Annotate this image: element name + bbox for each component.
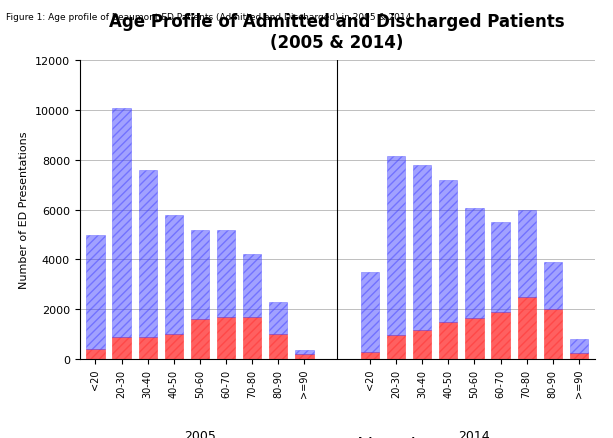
Bar xyxy=(439,180,457,322)
Bar xyxy=(112,109,131,337)
Bar xyxy=(413,331,432,359)
Bar xyxy=(269,334,287,359)
Bar xyxy=(492,223,509,312)
Bar xyxy=(295,350,314,354)
Bar xyxy=(217,230,235,317)
Bar xyxy=(86,349,105,359)
Bar xyxy=(569,339,588,353)
Text: 2005: 2005 xyxy=(184,429,216,438)
Bar xyxy=(387,157,405,336)
Bar xyxy=(243,255,261,317)
Bar xyxy=(165,215,183,334)
Bar xyxy=(217,317,235,359)
Bar xyxy=(243,317,261,359)
Bar xyxy=(269,302,287,334)
Y-axis label: Number of ED Presentations: Number of ED Presentations xyxy=(19,132,29,289)
Bar xyxy=(387,336,405,359)
Bar xyxy=(465,209,484,318)
Bar xyxy=(295,354,314,359)
Bar xyxy=(139,337,157,359)
Bar xyxy=(360,272,379,352)
Bar xyxy=(439,322,457,359)
Bar xyxy=(191,319,209,359)
X-axis label: Year, Age Band (Years): Year, Age Band (Years) xyxy=(257,436,417,438)
Bar xyxy=(517,297,536,359)
Bar xyxy=(413,166,432,331)
Bar xyxy=(544,262,562,310)
Bar xyxy=(191,230,209,319)
Bar xyxy=(569,353,588,359)
Bar xyxy=(544,310,562,359)
Bar xyxy=(492,312,509,359)
Bar xyxy=(517,210,536,297)
Bar xyxy=(112,337,131,359)
Bar xyxy=(86,235,105,349)
Bar xyxy=(139,170,157,337)
Bar xyxy=(465,318,484,359)
Bar xyxy=(165,334,183,359)
Text: 2014: 2014 xyxy=(459,429,490,438)
Text: Figure 1: Age profile of Beaumont ED Patients (Admitted and Discharged) in 2005 : Figure 1: Age profile of Beaumont ED Pat… xyxy=(6,13,411,22)
Bar xyxy=(360,352,379,359)
Title: Age Profile of Admitted and Discharged Patients
(2005 & 2014): Age Profile of Admitted and Discharged P… xyxy=(109,13,565,51)
